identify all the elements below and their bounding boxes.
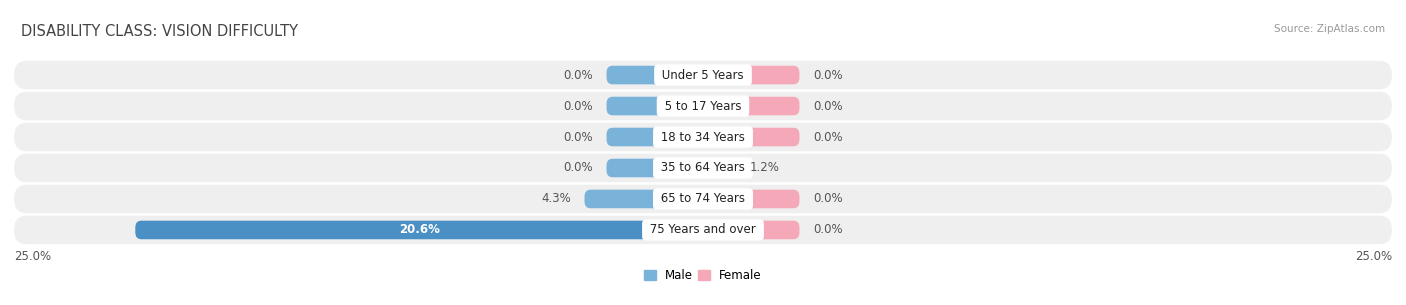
Text: 0.0%: 0.0% <box>564 99 593 113</box>
FancyBboxPatch shape <box>606 159 703 177</box>
Text: 0.0%: 0.0% <box>564 69 593 81</box>
Text: 0.0%: 0.0% <box>564 131 593 144</box>
FancyBboxPatch shape <box>14 92 1392 120</box>
FancyBboxPatch shape <box>703 128 800 146</box>
Text: 0.0%: 0.0% <box>813 131 842 144</box>
FancyBboxPatch shape <box>703 66 800 84</box>
Text: 35 to 64 Years: 35 to 64 Years <box>657 161 749 174</box>
FancyBboxPatch shape <box>606 128 703 146</box>
FancyBboxPatch shape <box>14 216 1392 244</box>
FancyBboxPatch shape <box>703 97 800 115</box>
FancyBboxPatch shape <box>606 66 703 84</box>
FancyBboxPatch shape <box>703 190 800 208</box>
Text: 20.6%: 20.6% <box>399 224 440 236</box>
FancyBboxPatch shape <box>585 190 703 208</box>
Text: 0.0%: 0.0% <box>813 192 842 206</box>
Text: 0.0%: 0.0% <box>564 161 593 174</box>
Text: 75 Years and over: 75 Years and over <box>647 224 759 236</box>
Text: 1.2%: 1.2% <box>749 161 780 174</box>
FancyBboxPatch shape <box>703 221 800 239</box>
Legend: Male, Female: Male, Female <box>640 265 766 287</box>
Text: 25.0%: 25.0% <box>14 250 51 263</box>
Text: 18 to 34 Years: 18 to 34 Years <box>657 131 749 144</box>
FancyBboxPatch shape <box>14 61 1392 89</box>
Text: 25.0%: 25.0% <box>1355 250 1392 263</box>
Text: DISABILITY CLASS: VISION DIFFICULTY: DISABILITY CLASS: VISION DIFFICULTY <box>21 24 298 39</box>
Text: 0.0%: 0.0% <box>813 69 842 81</box>
Text: 4.3%: 4.3% <box>541 192 571 206</box>
FancyBboxPatch shape <box>135 221 703 239</box>
FancyBboxPatch shape <box>14 185 1392 213</box>
FancyBboxPatch shape <box>14 123 1392 151</box>
Text: 5 to 17 Years: 5 to 17 Years <box>661 99 745 113</box>
Text: 0.0%: 0.0% <box>813 224 842 236</box>
FancyBboxPatch shape <box>14 154 1392 182</box>
Text: 65 to 74 Years: 65 to 74 Years <box>657 192 749 206</box>
FancyBboxPatch shape <box>606 97 703 115</box>
Text: Source: ZipAtlas.com: Source: ZipAtlas.com <box>1274 24 1385 34</box>
FancyBboxPatch shape <box>703 159 737 177</box>
Text: 0.0%: 0.0% <box>813 99 842 113</box>
Text: Under 5 Years: Under 5 Years <box>658 69 748 81</box>
